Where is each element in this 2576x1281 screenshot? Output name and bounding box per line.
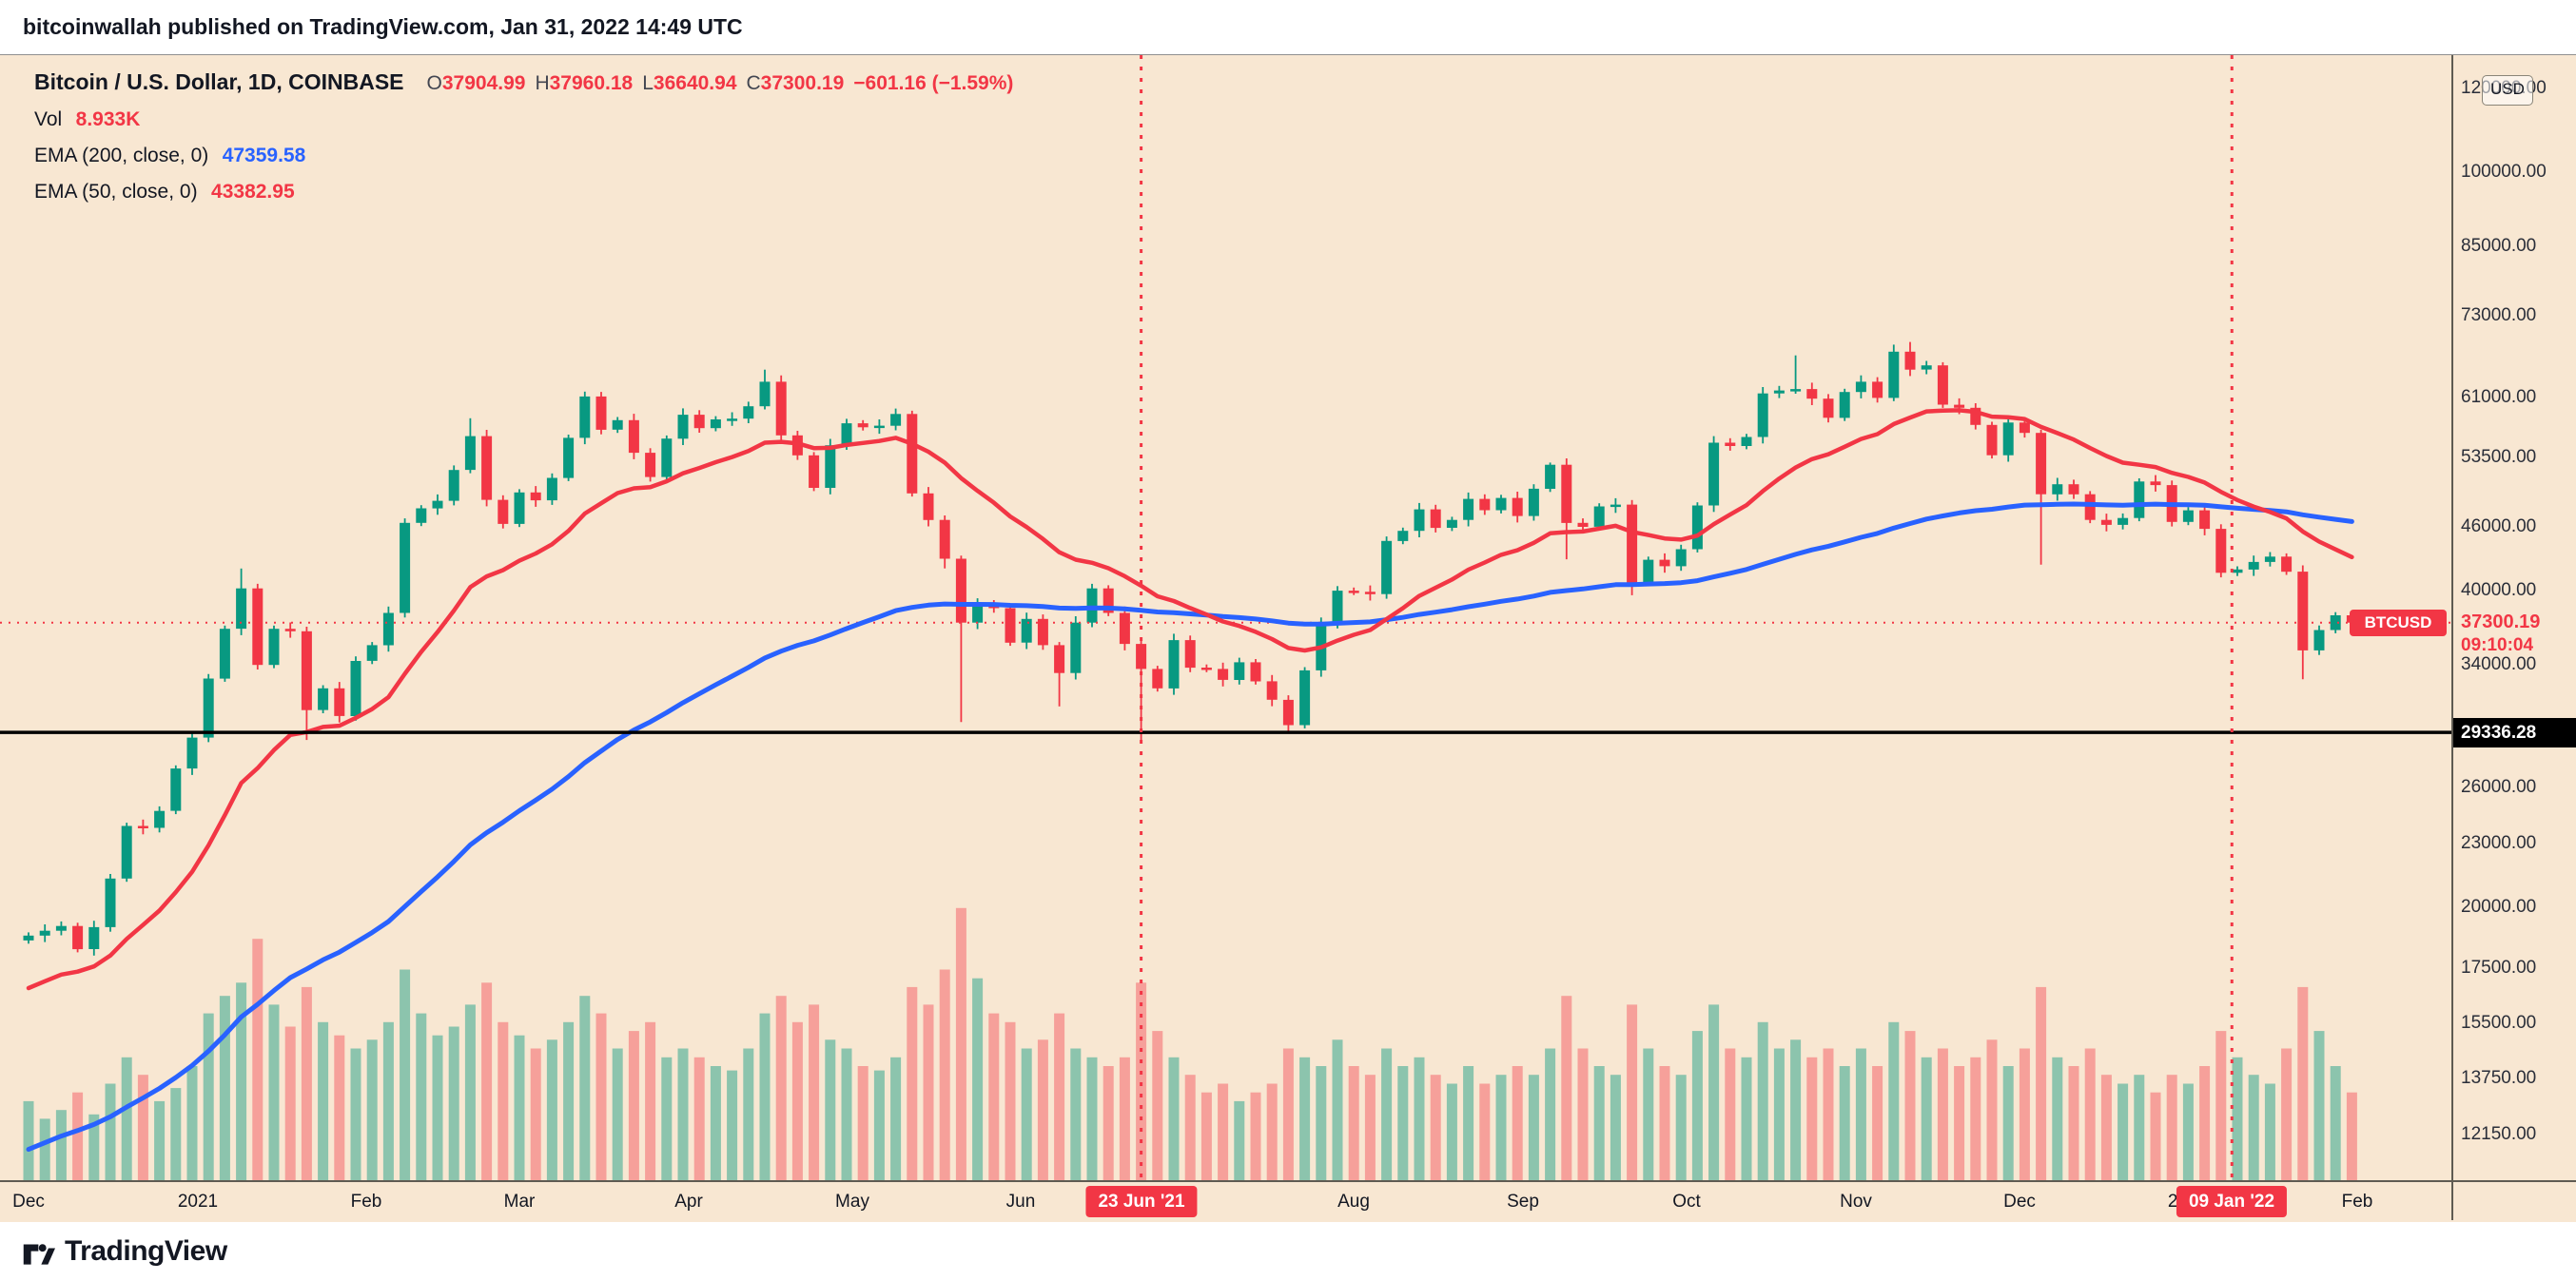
currency-toggle-button[interactable]: USD xyxy=(2482,75,2533,106)
time-tick-label: Dec xyxy=(12,1192,45,1212)
price-axis-separator xyxy=(2451,55,2453,1220)
ema50-line xyxy=(26,408,2354,991)
time-tick-label: Jun xyxy=(1005,1192,1036,1212)
ohlc-low-value: 36640.94 xyxy=(653,72,737,94)
time-tick-label: Mar xyxy=(503,1192,536,1212)
time-tick-label: Feb xyxy=(2341,1192,2373,1212)
event-date-badge: 23 Jun '21 xyxy=(1085,1186,1198,1217)
candlesticks xyxy=(23,341,2357,956)
price-tick-label: 26000.00 xyxy=(2461,777,2537,797)
change-value: −601.16 (−1.59%) xyxy=(853,72,1014,94)
volume-value: 8.933K xyxy=(75,108,141,130)
ohlc-open-value: 37904.99 xyxy=(441,72,526,94)
time-tick-label: 2021 xyxy=(177,1192,219,1212)
last-price-label: 37300.19 xyxy=(2461,611,2541,632)
ohlc-close-value: 37300.19 xyxy=(760,72,845,94)
time-tick-label: May xyxy=(835,1192,869,1212)
ohlc-high-value: 37960.18 xyxy=(549,72,634,94)
time-tick-label: Dec xyxy=(2003,1192,2036,1212)
time-tick-label: Oct xyxy=(1672,1192,1701,1212)
ema50-value: 43382.95 xyxy=(211,181,295,203)
event-vlines xyxy=(1140,55,2234,1180)
price-tick-label: 40000.00 xyxy=(2461,580,2537,600)
time-tick-label: Aug xyxy=(1337,1192,1370,1212)
price-level-badge: 29336.28 xyxy=(2452,718,2576,747)
event-date-badge: 09 Jan '22 xyxy=(2176,1186,2288,1217)
volume-bars xyxy=(23,907,2357,1180)
ohlc-high-key: H xyxy=(535,72,550,94)
price-tick-label: 100000.00 xyxy=(2461,162,2547,182)
ohlc-close-key: C xyxy=(746,72,761,94)
price-tick-label: 34000.00 xyxy=(2461,654,2537,674)
volume-indicator-row[interactable]: Vol 8.933K xyxy=(34,103,1013,139)
price-axis[interactable]: 120000.00100000.0085000.0073000.0061000.… xyxy=(2452,55,2576,1220)
time-axis[interactable]: Dec2021FebMarAprMayJunAugSepOctNovDec202… xyxy=(0,1180,2576,1222)
bar-countdown: 09:10:04 xyxy=(2461,635,2534,655)
tradingview-wordmark: TradingView xyxy=(65,1235,227,1267)
price-tick-label: 12150.00 xyxy=(2461,1124,2537,1144)
ema50-label: EMA (50, close, 0) xyxy=(34,181,198,203)
ohlc-open-key: O xyxy=(426,72,442,94)
footer: TradingView xyxy=(0,1221,2576,1281)
ema200-value: 47359.58 xyxy=(222,145,306,166)
price-tick-label: 53500.00 xyxy=(2461,447,2537,467)
tradingview-logo xyxy=(23,1244,55,1265)
ema50-indicator-row[interactable]: EMA (50, close, 0) 43382.95 xyxy=(34,175,1013,211)
chart-legend: Bitcoin / U.S. Dollar, 1D, COINBASE O3790… xyxy=(34,65,1013,211)
time-tick-label: Nov xyxy=(1840,1192,1872,1212)
price-tick-label: 46000.00 xyxy=(2461,516,2537,536)
price-tick-label: 61000.00 xyxy=(2461,387,2537,407)
ohlc-low-key: L xyxy=(642,72,654,94)
time-tick-label: Sep xyxy=(1507,1192,1539,1212)
time-tick-label: Apr xyxy=(674,1192,703,1212)
publish-header: bitcoinwallah published on TradingView.c… xyxy=(0,0,2576,55)
ema200-indicator-row[interactable]: EMA (200, close, 0) 47359.58 xyxy=(34,139,1013,175)
ema200-line xyxy=(26,501,2354,1153)
symbol-price-pill: BTCUSD xyxy=(2350,610,2447,636)
price-tick-label: 15500.00 xyxy=(2461,1013,2537,1033)
price-tick-label: 13750.00 xyxy=(2461,1068,2537,1088)
publish-caption: bitcoinwallah published on TradingView.c… xyxy=(23,14,743,39)
price-tick-label: 73000.00 xyxy=(2461,305,2537,325)
chart-panel: Bitcoin / U.S. Dollar, 1D, COINBASE O3790… xyxy=(0,55,2576,1222)
price-tick-label: 17500.00 xyxy=(2461,958,2537,978)
symbol-title: Bitcoin / U.S. Dollar, 1D, COINBASE xyxy=(34,69,404,94)
volume-label: Vol xyxy=(34,108,63,130)
tradingview-link[interactable]: TradingView xyxy=(19,1233,227,1270)
time-tick-label: Feb xyxy=(350,1192,382,1212)
ema200-label: EMA (200, close, 0) xyxy=(34,145,209,166)
price-tick-label: 23000.00 xyxy=(2461,833,2537,853)
symbol-title-row[interactable]: Bitcoin / U.S. Dollar, 1D, COINBASE O3790… xyxy=(34,65,1013,103)
price-tick-label: 85000.00 xyxy=(2461,236,2537,256)
chart-canvas[interactable] xyxy=(0,55,2452,1180)
price-tick-label: 20000.00 xyxy=(2461,897,2537,917)
